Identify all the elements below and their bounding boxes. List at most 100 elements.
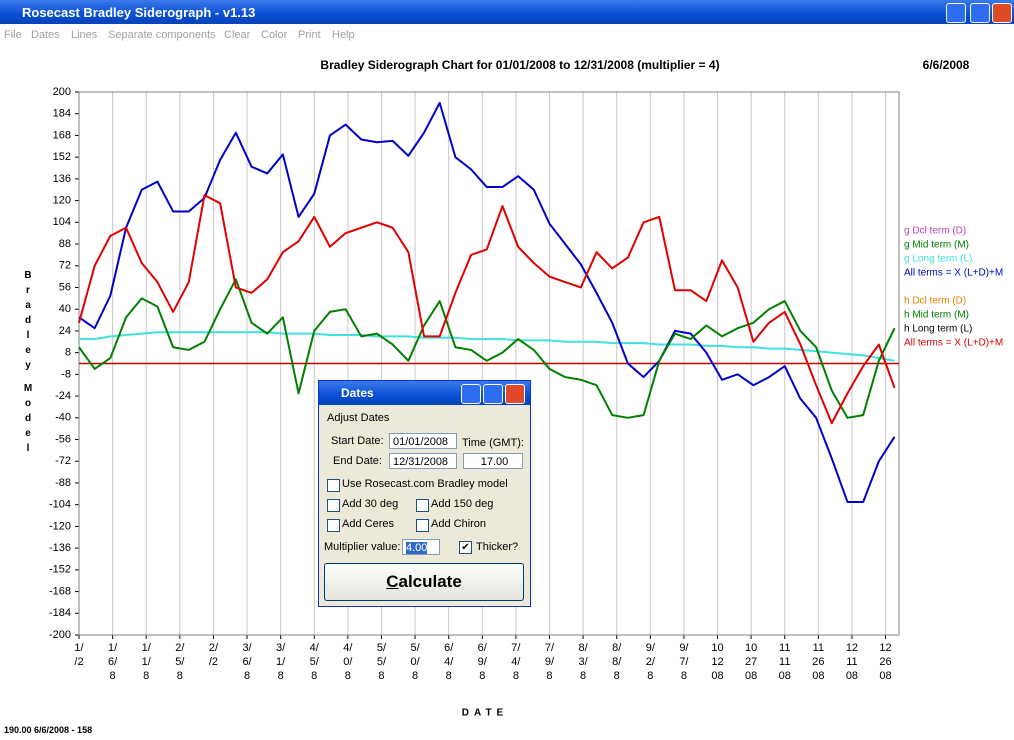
checkbox[interactable] xyxy=(327,499,340,512)
series-line xyxy=(79,331,895,362)
x-tick-label: 5/ xyxy=(310,656,320,668)
x-tick-label: 4/ xyxy=(511,656,521,668)
dialog-minimize[interactable] xyxy=(461,384,481,404)
x-tick-label: 11 xyxy=(779,656,790,668)
x-tick-label: 8 xyxy=(412,670,418,682)
x-tick-label: 4/ xyxy=(343,642,353,654)
checkbox-label: Add 30 deg xyxy=(342,498,399,510)
y-tick-label: -24 xyxy=(55,390,71,402)
checkbox-label: Add Chiron xyxy=(431,518,487,530)
time-field[interactable]: 17.00 xyxy=(463,453,523,469)
menu-item[interactable]: Dates xyxy=(31,29,60,41)
x-tick-label: 8 xyxy=(479,670,485,682)
y-tick-label: -136 xyxy=(49,542,71,554)
x-tick-label: 9/ xyxy=(545,656,555,668)
window-title: Rosecast Bradley Siderograph - v1.13 xyxy=(22,5,256,20)
x-tick-label: 5/ xyxy=(377,642,387,654)
y-tick-label: 200 xyxy=(53,86,71,98)
maximize-button[interactable] xyxy=(970,3,990,23)
x-tick-label: 4/ xyxy=(444,656,454,668)
calculate-button[interactable]: Calculate xyxy=(324,563,524,601)
x-tick-label: 12 xyxy=(879,642,891,654)
x-tick-label: 3/ xyxy=(579,656,589,668)
start-date-field[interactable]: 01/01/2008 xyxy=(389,433,457,449)
x-tick-label: 08 xyxy=(879,670,891,682)
dialog-title: Dates xyxy=(341,386,374,400)
x-tick-label: 6/ xyxy=(108,656,118,668)
x-tick-label: 27 xyxy=(745,656,757,668)
checkbox[interactable] xyxy=(416,499,429,512)
x-tick-label: 8 xyxy=(110,670,116,682)
x-tick-label: 08 xyxy=(711,670,723,682)
x-tick-label: 8 xyxy=(345,670,351,682)
y-tick-label: 88 xyxy=(59,238,71,250)
menu-item[interactable]: File xyxy=(4,29,22,41)
checkbox-label: Add Ceres xyxy=(342,518,394,530)
x-tick-label: 8/ xyxy=(612,642,622,654)
menu-item[interactable]: Color xyxy=(261,29,288,41)
series-line xyxy=(78,278,896,419)
checkbox[interactable] xyxy=(416,519,429,532)
legend-entry: g Dcl term (D) xyxy=(904,226,966,237)
x-tick-label: 08 xyxy=(745,670,757,682)
x-tick-label: 5/ xyxy=(377,656,387,668)
x-tick-label: 08 xyxy=(779,670,791,682)
x-tick-label: 0/ xyxy=(410,656,420,668)
x-tick-label: 08 xyxy=(812,670,824,682)
y-tick-label: 152 xyxy=(53,151,71,163)
legend-entry: All terms = X (L+D)+M xyxy=(904,268,1003,279)
menu-item[interactable]: Print xyxy=(298,29,321,41)
legend-entry: h Dcl term (D) xyxy=(904,296,966,307)
y-tick-label: 168 xyxy=(53,129,71,141)
dialog-maximize[interactable] xyxy=(483,384,503,404)
y-tick-label: 56 xyxy=(59,281,71,293)
menu-item[interactable]: Lines xyxy=(71,29,98,41)
x-tick-label: 8 xyxy=(378,670,384,682)
x-tick-label: 10 xyxy=(745,642,757,654)
legend-entry: g Long term (L) xyxy=(904,254,972,265)
menu-item[interactable]: Help xyxy=(332,29,355,41)
x-tick-label: 5/ xyxy=(410,642,420,654)
chart: Bradley Siderograph Chart for 01/01/2008… xyxy=(23,58,1004,718)
close-button[interactable] xyxy=(992,3,1012,23)
menu-item[interactable]: Separate components xyxy=(108,29,216,41)
x-tick-label: 8 xyxy=(614,670,620,682)
x-tick-label: 11 xyxy=(813,642,824,654)
checkbox[interactable] xyxy=(327,479,340,492)
y-tick-label: -104 xyxy=(49,499,71,511)
y-tick-label: -40 xyxy=(55,412,71,424)
y-tick-label: -184 xyxy=(49,607,71,619)
x-tick-label: 9/ xyxy=(646,642,656,654)
x-tick-label: 4/ xyxy=(310,642,320,654)
dialog-title-bar: Dates xyxy=(319,381,530,405)
chart-date: 6/6/2008 xyxy=(923,58,970,72)
menu-item[interactable]: Clear xyxy=(224,29,251,41)
x-tick-label: 12 xyxy=(846,642,858,654)
x-tick-label: 6/ xyxy=(444,642,454,654)
y-axis-label: Model xyxy=(23,383,34,458)
thicker-checkbox[interactable]: ✔ xyxy=(459,541,472,554)
dates-dialog: Dates Adjust Dates Start Date: 01/01/200… xyxy=(318,380,531,607)
dialog-close[interactable] xyxy=(505,384,525,404)
y-tick-label: 72 xyxy=(59,260,71,272)
x-tick-label: 9/ xyxy=(679,642,689,654)
time-label: Time (GMT): xyxy=(462,437,524,449)
end-date-field[interactable]: 12/31/2008 xyxy=(389,453,457,469)
y-tick-label: -200 xyxy=(49,629,71,641)
y-tick-label: 40 xyxy=(59,303,71,315)
minimize-button[interactable] xyxy=(946,3,966,23)
checkbox[interactable] xyxy=(327,519,340,532)
x-tick-label: 8 xyxy=(278,670,284,682)
x-tick-label: 1/ xyxy=(142,656,152,668)
x-tick-label: 8 xyxy=(311,670,317,682)
x-tick-label: 0/ xyxy=(343,656,353,668)
x-tick-label: 6/ xyxy=(242,656,252,668)
y-tick-label: -56 xyxy=(55,433,71,445)
x-tick-label: 3/ xyxy=(242,642,252,654)
x-tick-label: 08 xyxy=(846,670,858,682)
x-tick-label: 2/ xyxy=(209,642,219,654)
x-tick-label: 1/ xyxy=(74,642,84,654)
x-tick-label: 8 xyxy=(647,670,653,682)
multiplier-field[interactable]: 4.00 xyxy=(402,539,440,555)
checkbox-label: Add 150 deg xyxy=(431,498,494,510)
